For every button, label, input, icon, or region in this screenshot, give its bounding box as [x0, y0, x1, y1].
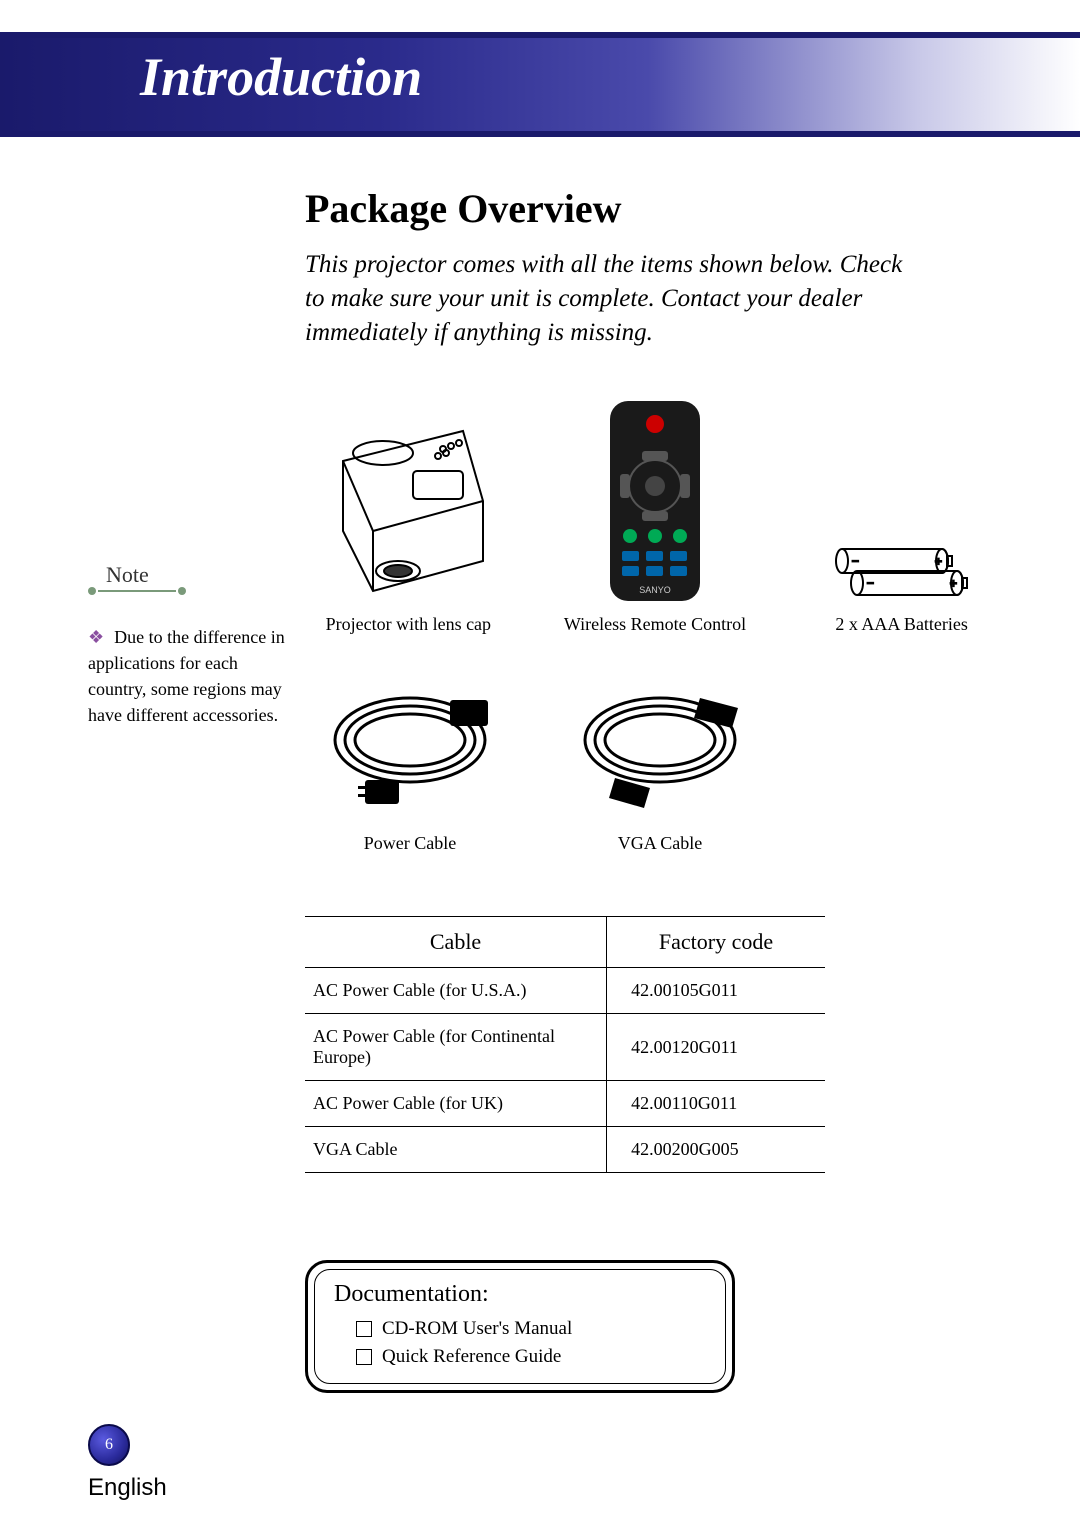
svg-text:SANYO: SANYO [639, 585, 671, 595]
table-row: AC Power Cable (for U.S.A.)42.00105G011 [305, 968, 825, 1014]
note-heading: Note [106, 562, 149, 588]
item-label: VGA Cable [555, 833, 765, 854]
table-row: VGA Cable42.00200G005 [305, 1127, 825, 1173]
package-items-grid: Projector with lens cap SANYO [305, 396, 1005, 894]
chapter-title: Introduction [140, 46, 422, 108]
item-row-1: Projector with lens cap SANYO [305, 396, 1005, 635]
doc-item: CD-ROM User's Manual [356, 1318, 706, 1340]
col-cable: Cable [305, 917, 607, 968]
item-label: Projector with lens cap [305, 614, 512, 635]
table-row: AC Power Cable (for UK)42.00110G011 [305, 1081, 825, 1127]
item-label: Wireless Remote Control [552, 614, 759, 635]
item-power-cable: Power Cable [305, 675, 515, 854]
sidebar-note: ❖Due to the difference in applications f… [88, 624, 293, 728]
remote-icon: SANYO [555, 396, 755, 606]
item-remote: SANYO Wireless Remote Control [552, 396, 759, 635]
checkbox-icon [356, 1321, 372, 1337]
language-label: English [88, 1474, 167, 1502]
svg-text:+: + [950, 576, 957, 590]
batteries-icon: − + − + [802, 536, 1002, 606]
item-batteries: − + − + 2 x AAA Batteries [798, 396, 1005, 635]
svg-text:−: − [852, 554, 859, 568]
documentation-title: Documentation: [334, 1281, 706, 1308]
section-title: Package Overview [305, 185, 622, 232]
bullet-diamond-icon: ❖ [88, 627, 104, 647]
projector-icon [308, 396, 508, 606]
table-header-row: Cable Factory code [305, 917, 825, 968]
item-row-2: Power Cable VGA Cable [305, 675, 1005, 854]
note-label: Note [88, 582, 198, 600]
svg-text:−: − [867, 576, 874, 590]
note-body: Due to the difference in applications fo… [88, 627, 285, 725]
page-number-badge: 6 [88, 1424, 130, 1466]
power-cable-icon [310, 675, 510, 825]
doc-item: Quick Reference Guide [356, 1346, 706, 1368]
page-number: 6 [105, 1436, 113, 1454]
checkbox-icon [356, 1349, 372, 1365]
section-intro: This projector comes with all the items … [305, 248, 905, 349]
table-row: AC Power Cable (for Continental Europe)4… [305, 1014, 825, 1081]
documentation-box: Documentation: CD-ROM User's Manual Quic… [305, 1260, 735, 1393]
item-label: Power Cable [305, 833, 515, 854]
svg-text:+: + [935, 554, 942, 568]
item-label: 2 x AAA Batteries [798, 614, 1005, 635]
item-projector: Projector with lens cap [305, 396, 512, 635]
doc-item-label: Quick Reference Guide [382, 1346, 561, 1368]
col-factory-code: Factory code [607, 917, 825, 968]
vga-cable-icon [560, 675, 760, 825]
item-vga-cable: VGA Cable [555, 675, 765, 854]
cable-table: Cable Factory code AC Power Cable (for U… [305, 916, 825, 1173]
doc-item-label: CD-ROM User's Manual [382, 1318, 572, 1340]
